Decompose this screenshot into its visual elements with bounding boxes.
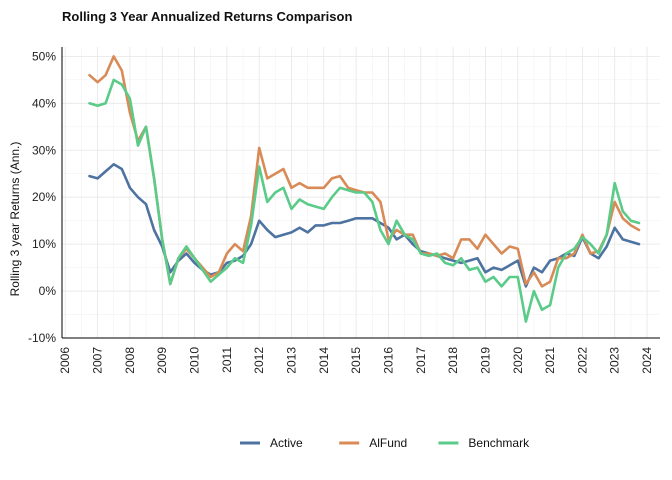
legend-label: Benchmark [468, 436, 530, 450]
legend: Active AlFund Benchmark [240, 436, 530, 450]
legend-item-benchmark: Benchmark [438, 436, 530, 450]
x-axis-tick-labels: 2006 2007 2008 2009 2010 2011 2012 2013 2014 2015… [58, 347, 654, 374]
series-line-benchmark [88, 78, 641, 323]
x-tick-label: 2009 [155, 347, 169, 374]
x-tick-label: 2019 [478, 347, 492, 374]
series-line-active [88, 163, 641, 288]
series-lines [88, 55, 641, 323]
y-tick-label: 30% [32, 143, 56, 157]
x-tick-label: 2015 [349, 347, 363, 374]
x-tick-label: 2006 [58, 347, 72, 374]
chart-title: Rolling 3 Year Annualized Returns Compar… [62, 9, 353, 24]
x-tick-label: 2008 [123, 347, 137, 374]
y-tick-label: 10% [32, 237, 56, 251]
x-tick-label: 2010 [188, 347, 202, 374]
y-tick-label: 50% [32, 49, 56, 63]
legend-label: Active [270, 436, 303, 450]
y-tick-label: -10% [28, 331, 56, 345]
x-tick-label: 2021 [543, 347, 557, 374]
x-tick-label: 2007 [91, 347, 105, 374]
x-tick-label: 2014 [317, 347, 331, 374]
y-axis-title: Rolling 3 year Returns (Ann.) [8, 142, 22, 297]
x-tick-label: 2012 [252, 347, 266, 374]
x-tick-label: 2016 [381, 347, 395, 374]
series-line-alfund [88, 55, 641, 288]
x-tick-label: 2024 [640, 347, 654, 374]
y-tick-label: 40% [32, 96, 56, 110]
x-tick-label: 2018 [446, 347, 460, 374]
x-tick-label: 2011 [220, 347, 234, 373]
grid-lines [62, 47, 660, 339]
y-tick-label: 20% [32, 190, 56, 204]
legend-item-alfund: AlFund [339, 436, 407, 450]
x-tick-label: 2023 [608, 347, 622, 374]
x-tick-label: 2017 [414, 347, 428, 374]
legend-label: AlFund [369, 436, 407, 450]
x-tick-label: 2022 [575, 347, 589, 374]
y-tick-label: 0% [39, 284, 57, 298]
x-tick-label: 2013 [285, 347, 299, 374]
legend-item-active: Active [240, 436, 303, 450]
x-tick-label: 2020 [511, 347, 525, 374]
axes [61, 47, 660, 339]
y-axis-tick-labels: -10% 0% 10% 20% 30% 40% 50% [28, 49, 56, 345]
